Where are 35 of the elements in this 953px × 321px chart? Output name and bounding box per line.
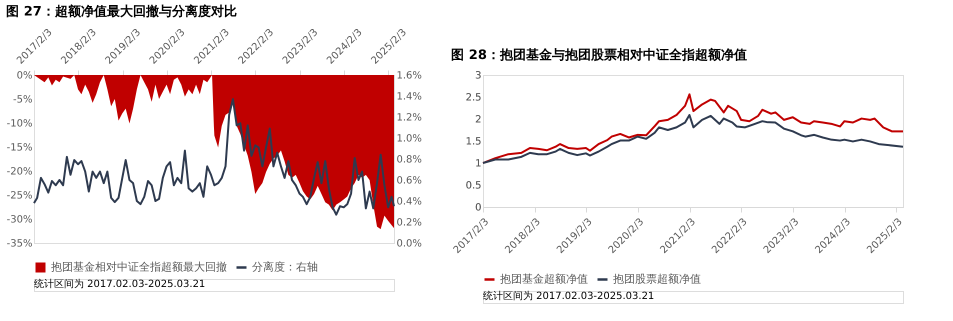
y-tick-label: 2	[475, 114, 482, 126]
y-tick-label: 0	[475, 202, 482, 214]
line-series	[33, 98, 395, 216]
y-tick-label: 0%	[16, 70, 32, 82]
y2-tick-label: 1.0%	[396, 134, 422, 144]
y2-tick-label: 0.2%	[396, 218, 422, 228]
y-tick-label: 2.5	[466, 92, 482, 104]
y-tick-label: 0.5	[466, 180, 482, 192]
y2-tick-label: 0.4%	[396, 196, 422, 208]
y-tick-label: -30%	[6, 214, 32, 226]
chart-title: 图 27：超额净值最大回撤与分离度对比	[6, 4, 237, 20]
legend-label: 分离度：右轴	[252, 260, 318, 274]
y2-tick-label: 0.0%	[396, 238, 422, 250]
legend-label: 抱团基金超额净值	[500, 272, 588, 286]
y-tick-label: -5%	[13, 94, 32, 106]
y2-tick-label: 0.6%	[396, 176, 422, 186]
text: 统计区间为 2017.02.03-2025.03.21	[34, 278, 206, 290]
y-tick-label: -25%	[6, 190, 32, 202]
text: 统计区间为 2017.02.03-2025.03.21	[483, 290, 654, 302]
y2-tick-label: 1.6%	[396, 70, 422, 82]
y-tick-label: -20%	[6, 166, 32, 178]
legend-label: 抱团基金相对中证全指超额最大回撤	[51, 260, 227, 274]
line-series	[482, 93, 904, 164]
y2-tick-label: 0.8%	[396, 154, 422, 166]
y-tick-label: -10%	[6, 118, 32, 130]
y-tick-label: -35%	[6, 238, 32, 250]
y2-tick-label: 1.4%	[396, 92, 422, 102]
line-series	[482, 114, 904, 164]
y-tick-label: 1	[475, 158, 482, 170]
chart-title: 图 28：抱团基金与抱团股票相对中证全指超额净值	[451, 47, 747, 63]
y-tick-label: 1.5	[466, 136, 482, 148]
y2-tick-label: 1.2%	[396, 112, 422, 124]
y-tick-label: -15%	[6, 142, 32, 154]
legend-label: 抱团股票超额净值	[613, 272, 701, 286]
y-tick-label: 3	[475, 70, 482, 82]
